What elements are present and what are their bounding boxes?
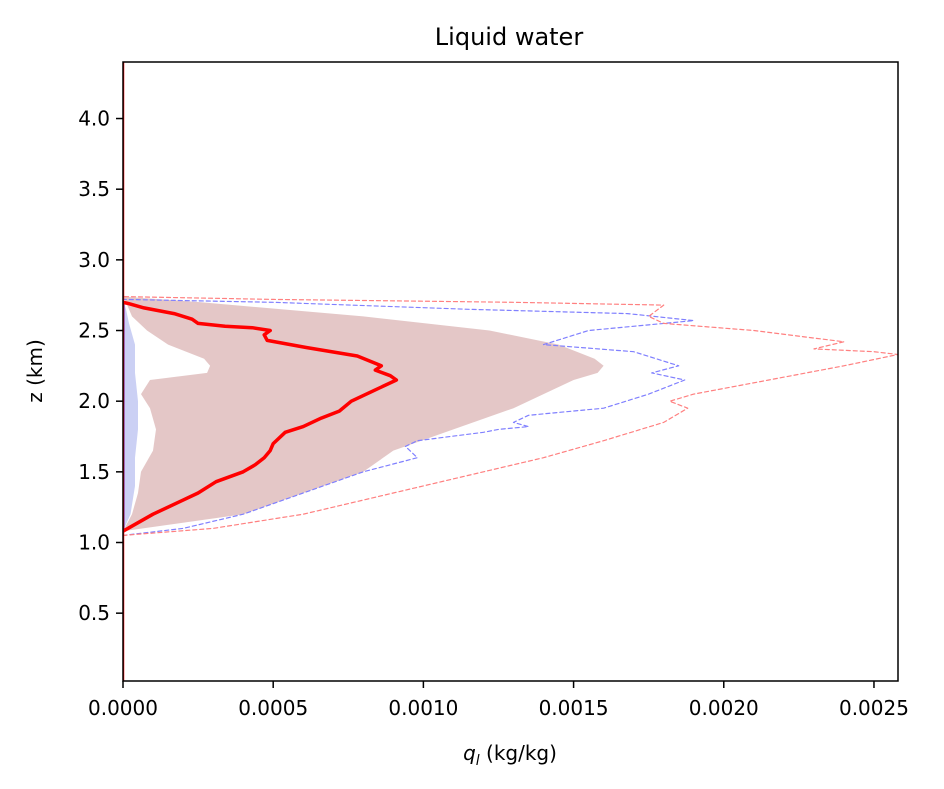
y-tick-label: 2.5 (78, 319, 110, 343)
series-red-mean (123, 300, 399, 533)
x-axis-label-units: (kg/kg) (480, 741, 557, 765)
y-axis-label: z (km) (23, 339, 47, 403)
y-tick-label: 2.0 (78, 389, 110, 413)
y-tick-label: 0.5 (78, 601, 110, 625)
plot-frame (122, 61, 899, 682)
x-axis-label: ql (kg/kg) (463, 741, 557, 769)
x-tick-label: 0.0010 (388, 696, 458, 720)
chart-title: Liquid water (435, 23, 584, 51)
plot-area (123, 62, 898, 681)
x-axis-label-symbol: q (463, 741, 476, 765)
x-axis: 0.0000 0.0005 0.0010 0.0015 0.0020 0.0025 (88, 681, 909, 720)
y-tick-label: 3.5 (78, 177, 110, 201)
series-blue-max (123, 298, 695, 537)
y-tick-label: 1.0 (78, 531, 110, 555)
x-axis-label-subscript: l (476, 753, 480, 769)
x-tick-label: 0.0025 (839, 696, 909, 720)
x-tick-label: 0.0005 (238, 696, 308, 720)
x-tick-label: 0.0015 (539, 696, 609, 720)
x-tick-label: 0.0000 (88, 696, 158, 720)
y-axis: 0.5 1.0 1.5 2.0 2.5 3.0 3.5 4.0 (78, 107, 123, 625)
y-tick-label: 1.5 (78, 460, 110, 484)
y-tick-label: 4.0 (78, 107, 110, 131)
series-red-max (123, 296, 898, 537)
y-tick-label: 3.0 (78, 248, 110, 272)
x-tick-label: 0.0020 (689, 696, 759, 720)
series-blue-spread (123, 299, 138, 532)
